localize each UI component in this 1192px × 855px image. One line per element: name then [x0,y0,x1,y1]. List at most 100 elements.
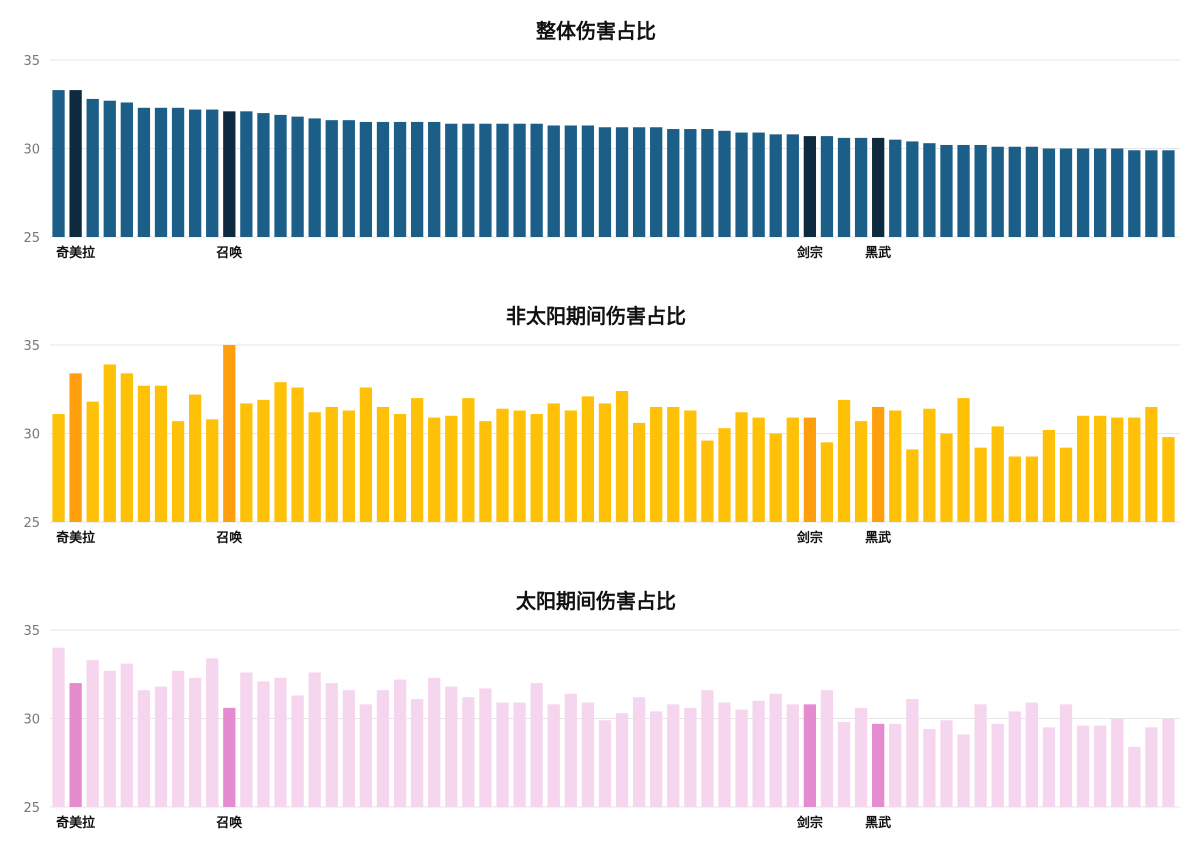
bar [615,713,629,807]
bar [1094,415,1107,522]
bar [786,704,799,807]
bar [257,399,270,522]
bar [479,421,492,522]
bar [52,90,65,237]
bar [103,670,116,807]
bar [752,700,765,807]
bar [86,401,99,522]
bar [189,394,202,522]
panel-overall: 25 30 35 整体伤害占比 奇美拉 召唤 剑宗 黑武 [0,0,1192,285]
bar [718,130,731,237]
bar [923,729,936,807]
bar-highlight [69,373,82,522]
bar-highlight [803,136,817,237]
bar [530,414,543,522]
bar [1076,415,1090,522]
highlight-label: 黑武 [865,245,891,261]
highlight-label: 召唤 [216,530,243,546]
bar [1162,718,1175,807]
bar [291,387,304,522]
bar [428,417,441,522]
bar [274,114,287,237]
highlight-label: 召唤 [216,815,243,831]
y-tick-label: 25 [23,231,40,246]
bar [410,699,424,807]
bar [206,419,219,522]
bar [376,406,390,522]
bar [752,132,765,237]
bar [189,109,202,237]
bar [1042,148,1056,237]
bar [1008,146,1021,237]
bar [906,449,919,522]
panel-sun: 25 30 35 太阳期间伤害占比 奇美拉 召唤 剑宗 黑武 [0,570,1192,855]
bar [1059,148,1073,237]
bar [769,433,782,522]
bar [496,702,509,807]
bar [462,697,475,807]
bar [632,697,646,807]
bar [240,111,253,237]
bar [462,123,475,237]
bar [1128,417,1141,522]
bar [974,704,987,807]
bar [120,373,133,522]
bar [513,702,526,807]
bar-highlight [872,406,885,522]
bar [479,688,492,807]
bar [667,406,680,522]
bar [462,398,475,522]
bar [650,127,663,237]
bar [1008,456,1021,522]
bar [513,410,526,522]
bar [581,702,595,807]
bar [342,410,355,522]
bar [1162,437,1175,522]
bar [1025,456,1038,522]
bar [445,415,458,522]
bar [820,136,834,237]
bar [325,683,338,807]
y-tick-label: 35 [23,624,40,639]
bar [667,129,680,237]
bar [308,118,321,237]
bar [581,396,595,522]
bar [889,723,902,807]
bar-highlight [223,345,236,522]
bar [632,422,646,522]
highlight-label: 剑宗 [796,245,823,261]
bar [598,127,612,237]
bar [1059,447,1073,522]
bar [957,398,970,522]
bar [325,406,338,522]
bar [410,398,424,522]
bar [530,123,543,237]
bar [889,139,902,237]
bar [991,723,1004,807]
bar [923,143,936,237]
bar [137,107,151,237]
bar [923,408,936,522]
bar [564,410,577,522]
bar [684,129,697,237]
bar-highlight [872,723,885,807]
bar [325,120,338,237]
bar [615,391,629,522]
bar [1025,702,1038,807]
bar [52,647,65,807]
bar [1111,718,1124,807]
bar [684,707,697,807]
bar [137,385,151,522]
bar [513,123,526,237]
bar [837,722,851,807]
bar [1128,746,1141,807]
bar-highlight [69,683,82,807]
bar [786,134,799,237]
bar [1145,727,1158,807]
bar [598,720,612,807]
bar [530,683,543,807]
y-tick-label: 35 [23,339,40,354]
chart-title: 非太阳期间伤害占比 [506,304,686,328]
